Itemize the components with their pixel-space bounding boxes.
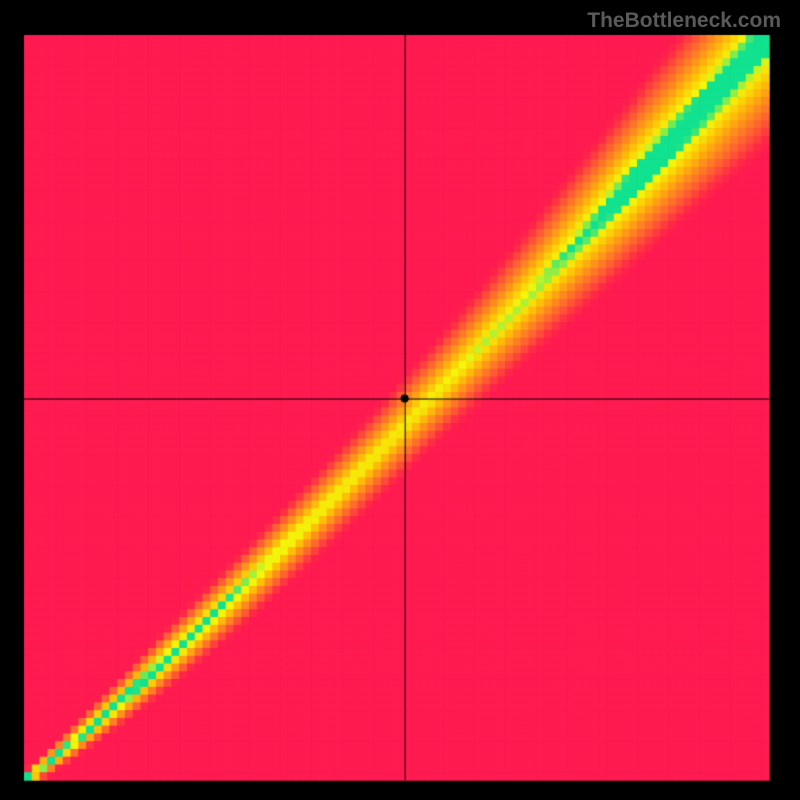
watermark-text: TheBottleneck.com bbox=[587, 9, 781, 33]
heatmap-canvas bbox=[0, 0, 800, 800]
chart-container: TheBottleneck.com bbox=[0, 0, 800, 800]
